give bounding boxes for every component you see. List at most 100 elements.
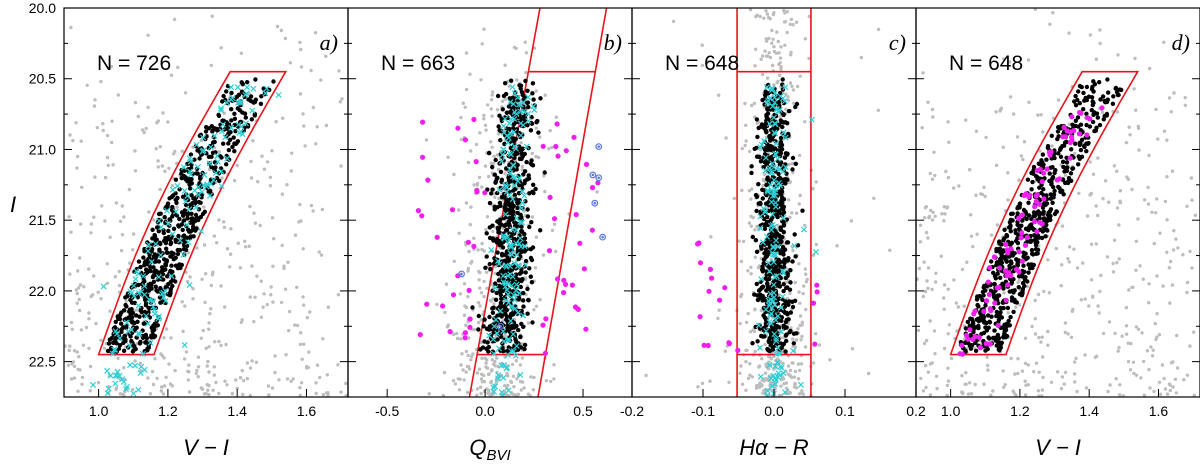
member-star (508, 313, 513, 318)
member-star (1097, 122, 1103, 128)
field-star (788, 22, 792, 26)
field-star (214, 380, 218, 385)
field-star (737, 239, 741, 243)
variable-star-cross (757, 213, 764, 220)
member-star (538, 228, 543, 233)
variable-star-cross (181, 342, 188, 349)
field-star (1116, 53, 1120, 57)
field-star (85, 83, 89, 88)
variable-star-cross (504, 336, 511, 344)
variable-star-cross (242, 120, 249, 127)
rejected-star (425, 177, 431, 183)
variable-star-cross (769, 211, 776, 218)
rejected-star (1077, 109, 1083, 116)
field-star (791, 248, 795, 253)
member-star (1065, 165, 1070, 170)
member-star (519, 228, 524, 234)
field-star (1117, 223, 1121, 227)
field-star (506, 374, 510, 378)
field-star (219, 343, 223, 348)
member-star (752, 292, 757, 297)
field-star (1171, 248, 1176, 252)
field-star (805, 277, 809, 282)
field-star (1176, 246, 1180, 250)
member-star (109, 345, 114, 351)
field-star (282, 264, 286, 268)
member-star (498, 169, 504, 175)
blue-star-ring (591, 199, 599, 207)
field-star (72, 376, 77, 380)
field-star (744, 320, 749, 325)
member-star (1002, 227, 1007, 232)
member-star (510, 105, 515, 111)
field-star (789, 53, 793, 57)
variable-star-cross (520, 99, 527, 106)
rejected-star (589, 227, 596, 233)
field-star (477, 367, 482, 371)
rejected-star (583, 326, 589, 332)
field-star (1077, 191, 1081, 195)
member-star (1056, 151, 1061, 156)
field-star (124, 299, 128, 303)
member-star (493, 157, 498, 163)
field-star (482, 113, 486, 118)
variable-star-cross (491, 388, 498, 395)
field-star (105, 155, 110, 160)
member-star (156, 270, 161, 276)
field-star (965, 260, 969, 264)
field-star (261, 305, 265, 309)
field-star (538, 298, 542, 302)
member-star (1106, 90, 1111, 95)
field-star (793, 382, 797, 387)
field-star (644, 373, 648, 378)
field-star (75, 301, 79, 305)
variable-star-cross (147, 339, 154, 346)
member-star (221, 141, 226, 146)
field-star (167, 166, 171, 170)
field-star (1130, 285, 1134, 290)
field-star (1007, 60, 1012, 64)
field-star (554, 115, 558, 119)
field-star (954, 301, 958, 305)
field-star (308, 310, 312, 314)
field-star (164, 375, 168, 379)
member-star (508, 110, 513, 115)
field-star (75, 154, 80, 159)
field-star (782, 377, 786, 381)
variable-star-cross (510, 292, 517, 299)
member-star (1033, 174, 1039, 179)
field-star (196, 365, 201, 369)
member-star (1068, 171, 1074, 176)
field-star (487, 372, 491, 376)
field-star (280, 243, 284, 248)
variable-star-cross (772, 317, 779, 324)
member-star (151, 323, 156, 328)
member-star (519, 321, 524, 327)
field-star (479, 377, 484, 381)
member-star (763, 128, 768, 133)
member-star (525, 177, 530, 182)
field-star (931, 210, 935, 215)
member-star (756, 288, 762, 293)
member-star (493, 281, 498, 286)
variable-star-cross (169, 230, 176, 238)
field-star (173, 149, 177, 154)
field-star (245, 361, 250, 365)
field-star (923, 289, 928, 294)
variable-star-cross (145, 241, 152, 248)
variable-star-cross (263, 85, 270, 92)
variable-star-cross (187, 171, 194, 178)
field-star (1046, 258, 1050, 262)
field-star (484, 361, 488, 365)
field-star (424, 138, 429, 142)
field-star (307, 350, 311, 354)
field-star (464, 201, 469, 205)
field-star (493, 195, 497, 200)
field-star (769, 357, 773, 361)
member-star (1013, 299, 1018, 305)
field-star (1100, 110, 1105, 115)
field-star (133, 100, 138, 105)
field-star (952, 278, 956, 282)
variable-star-cross (513, 227, 520, 234)
field-star (1014, 393, 1018, 397)
